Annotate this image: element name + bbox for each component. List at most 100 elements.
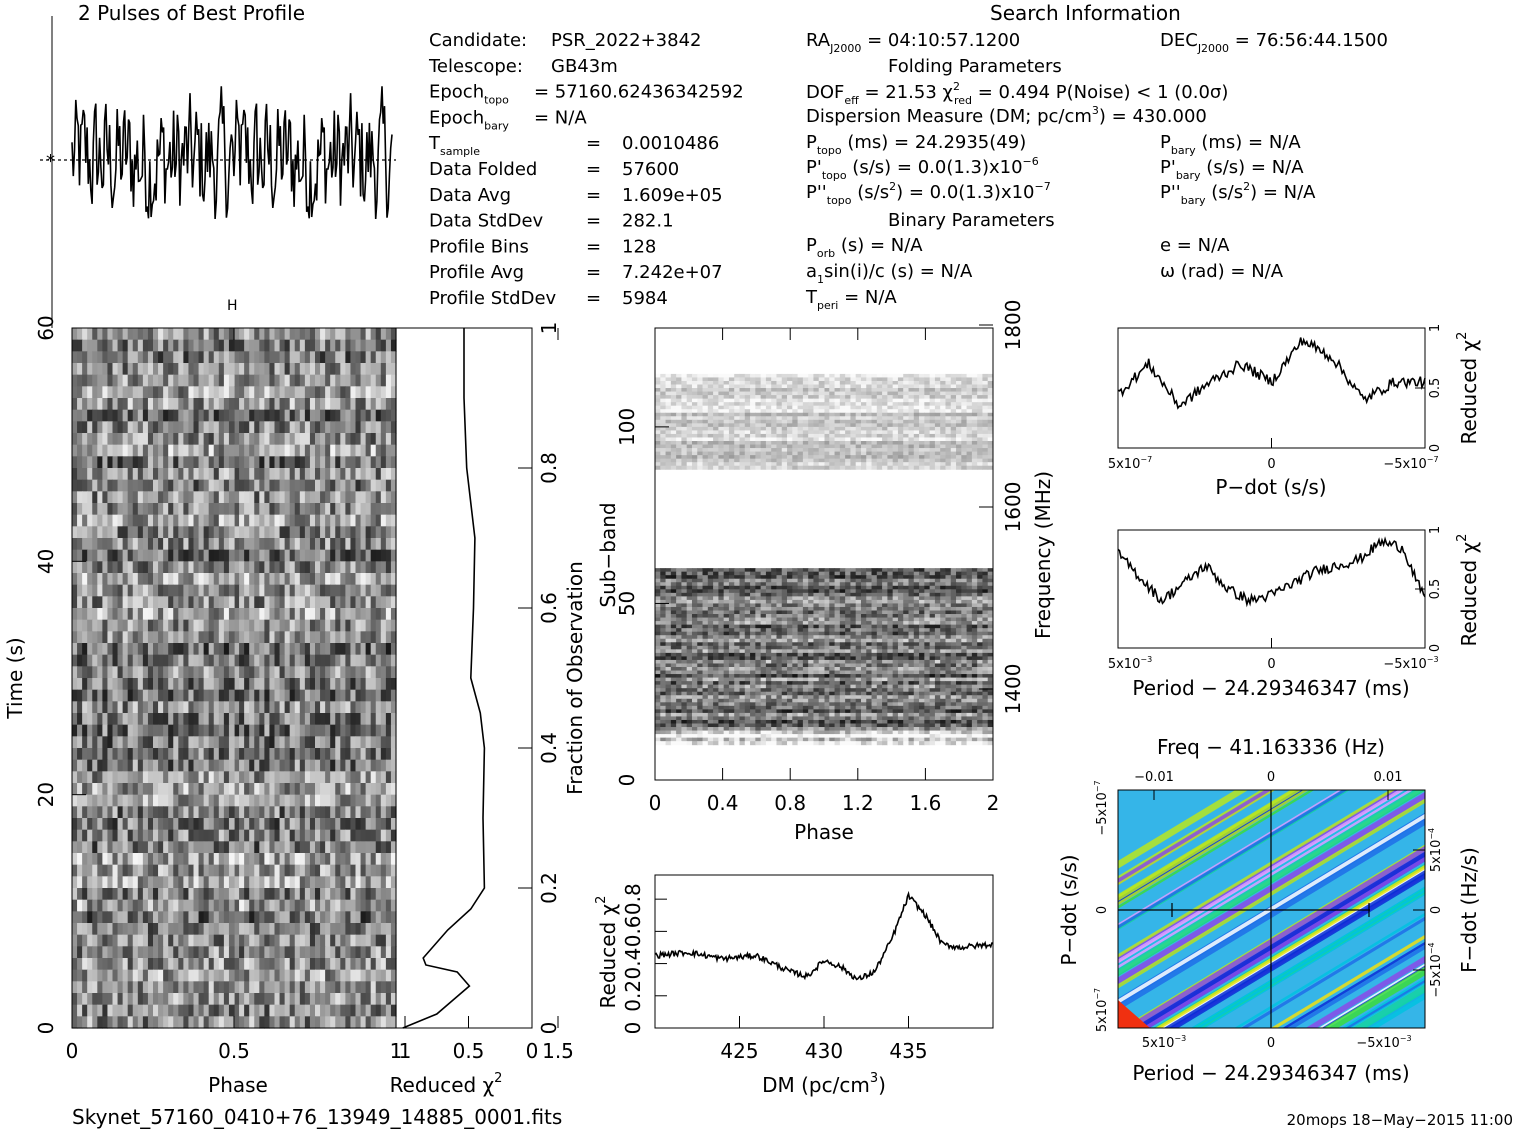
time-phase-cell [163, 829, 169, 842]
time-phase-cell [244, 1016, 250, 1029]
time-phase-cell [132, 818, 139, 831]
subband-cell [808, 405, 814, 410]
time-phase-cell [87, 946, 93, 959]
subband-cell [808, 398, 814, 403]
time-phase-cell [335, 701, 341, 714]
time-phase-cell [158, 514, 164, 527]
time-phase-cell [122, 491, 129, 504]
time-phase-cell [315, 993, 321, 1006]
time-phase-cell [122, 386, 129, 399]
time-phase-cell [208, 713, 215, 726]
time-phase-cell [380, 328, 387, 341]
time-phase-cell [370, 444, 377, 457]
subband-cell [866, 402, 873, 407]
subband-cell [945, 402, 952, 407]
time-phase-cell [102, 503, 109, 516]
subband-cell [866, 398, 873, 403]
time-phase-cell [97, 864, 103, 877]
time-phase-cell [370, 853, 377, 866]
time-phase-cell [102, 538, 109, 551]
subband-cell [792, 388, 799, 393]
time-phase-cell [127, 946, 134, 959]
time-phase-cell [117, 374, 124, 387]
time-phase-cell [92, 433, 98, 446]
time-phase-cell [284, 829, 291, 842]
time-phase-cell [147, 794, 154, 807]
time-phase-cell [168, 409, 174, 422]
subband-cell [908, 426, 915, 431]
time-phase-cell [279, 841, 286, 854]
time-phase-cell [289, 794, 296, 807]
time-phase-cell [279, 561, 286, 574]
subband-cell [845, 398, 851, 403]
subband-cell [871, 388, 878, 393]
time-phase-cell [335, 328, 341, 341]
subband-cell [892, 423, 899, 428]
time-phase-cell [284, 946, 291, 959]
time-phase-cell [309, 701, 316, 714]
time-phase-cell [309, 351, 316, 364]
time-chi-xtick-label: 0 [526, 1039, 539, 1063]
subband-cell [913, 405, 920, 410]
subband-cell [765, 419, 772, 424]
time-phase-cell [254, 759, 260, 772]
time-phase-cell [254, 934, 260, 947]
time-phase-cell [279, 514, 286, 527]
time-phase-cell [375, 584, 382, 597]
time-phase-cell [77, 433, 83, 446]
time-phase-cell [183, 374, 190, 387]
subband-cell [670, 391, 677, 396]
time-phase-cell [254, 363, 260, 376]
subband-cell [813, 426, 820, 431]
time-phase-cell [390, 864, 397, 877]
subband-cell [824, 412, 830, 417]
subband-cell [697, 398, 704, 403]
time-phase-cell [178, 888, 184, 901]
time-phase-cell [102, 398, 109, 411]
time-phase-cell [365, 398, 372, 411]
time-phase-cell [158, 573, 164, 586]
time-phase-cell [178, 409, 184, 422]
time-phase-cell [365, 899, 372, 912]
time-phase-cell [304, 386, 311, 399]
time-phase-cell [315, 468, 321, 481]
time-phase-cell [294, 946, 301, 959]
time-phase-cell [289, 759, 296, 772]
subband-cell [924, 423, 931, 428]
time-phase-cell [168, 946, 174, 959]
time-phase-cell [254, 339, 260, 352]
time-phase-cell [193, 981, 200, 994]
time-phase-cell [340, 503, 346, 516]
time-phase-cell [147, 444, 154, 457]
subband-cell [850, 402, 857, 407]
time-phase-cell [279, 491, 286, 504]
subband-cell [655, 377, 661, 382]
time-phase-cell [127, 561, 134, 574]
time-phase-cell [264, 759, 271, 772]
subband-cell [781, 391, 788, 396]
time-phase-cell [92, 748, 98, 761]
subband-cell [977, 405, 983, 410]
time-phase-cell [193, 363, 200, 376]
subband-cell [734, 388, 740, 393]
time-phase-cell [117, 573, 124, 586]
time-phase-cell [223, 876, 230, 889]
time-phase-cell [375, 538, 382, 551]
subband-cell [876, 380, 883, 385]
info-left-num: 7.242e+07 [622, 262, 723, 283]
time-phase-cell [77, 818, 83, 831]
time-phase-cell [183, 514, 190, 527]
time-phase-cell [163, 468, 169, 481]
subband-cell [802, 398, 809, 403]
subband-cell [929, 409, 936, 414]
time-phase-cell [284, 573, 291, 586]
subband-cell [829, 380, 836, 385]
time-phase-cell [330, 573, 336, 586]
subband-cell [982, 409, 989, 414]
time-phase-cell [284, 351, 291, 364]
time-phase-cell [132, 993, 139, 1006]
time-phase-cell [325, 724, 331, 737]
time-phase-cell [249, 783, 255, 796]
time-phase-cell [112, 806, 119, 819]
time-phase-cell [350, 853, 357, 866]
